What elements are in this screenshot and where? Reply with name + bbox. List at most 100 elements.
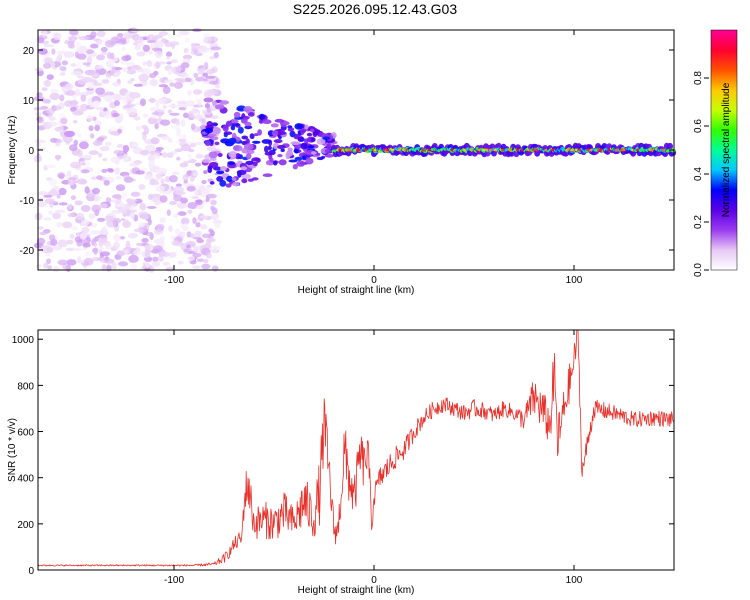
spectrogram-cell <box>191 265 201 269</box>
spectrogram-cell <box>147 218 152 226</box>
spectrogram-cell <box>167 109 173 114</box>
spectrogram-cell <box>96 246 105 251</box>
spectrogram-cell <box>95 87 105 95</box>
spectrogram-cell <box>206 107 211 113</box>
spectrogram-cell <box>230 125 236 131</box>
spectrogram-cell <box>113 234 121 242</box>
spectrogram-cell <box>67 203 73 210</box>
spectrogram-cell <box>186 185 196 192</box>
spectrogram-cell <box>240 166 248 171</box>
spectrogram-cell <box>191 43 197 49</box>
spectrogram-cell <box>283 121 290 126</box>
spectrogram-cell <box>162 86 171 95</box>
spectrogram-cell <box>183 160 190 165</box>
spectrogram-cell <box>103 258 115 264</box>
spectrogram-cell <box>326 143 332 150</box>
spectrogram-cell <box>107 169 114 173</box>
spectrogram-cell <box>244 125 253 130</box>
spectrogram-cell <box>155 185 166 192</box>
spectrogram-cell <box>133 249 142 256</box>
spectrogram-cell <box>292 164 298 170</box>
spectrogram-cell <box>205 241 212 248</box>
spectrogram-cell <box>97 217 106 222</box>
spectrogram-cell <box>301 155 307 161</box>
spectrogram-cell <box>49 92 60 101</box>
spectrogram-cell <box>142 113 149 118</box>
spectrogram-cell <box>115 203 123 208</box>
spectrogram-cell <box>111 199 121 203</box>
spectrogram-cell <box>77 78 88 85</box>
spectrogram-cell <box>148 50 153 55</box>
spectrogram-cell <box>300 128 307 133</box>
spectrogram-cell <box>207 193 218 199</box>
colorbar-tick-label: 0.4 <box>693 167 704 181</box>
spectrogram-cell <box>130 211 135 220</box>
spectrogram-cell <box>89 230 101 235</box>
spectrogram-cell <box>119 37 127 42</box>
spectrogram-cell <box>142 61 147 66</box>
spectrogram-cell <box>199 215 209 219</box>
spectrogram-cell <box>106 52 112 59</box>
spectrogram-cell <box>209 56 215 60</box>
spectrogram-cell <box>280 148 285 152</box>
spectrogram-cell <box>85 49 95 54</box>
spectrogram-cell <box>158 61 166 65</box>
spectrogram-cell <box>160 178 165 184</box>
spectrogram-cell <box>175 33 182 38</box>
spectrogram-cell <box>46 108 55 115</box>
spectrogram-cell <box>170 235 176 240</box>
spectrogram-cell <box>101 168 108 173</box>
spectrogram-cell <box>138 222 145 228</box>
spectrogram-cell <box>133 116 141 121</box>
spectrogram-cell <box>241 135 248 140</box>
spectrogram-cell <box>65 264 71 273</box>
spectrogram-cell <box>192 253 202 258</box>
spectrogram-cell <box>92 187 100 195</box>
spectrogram-cell <box>81 219 90 227</box>
spectrogram-cell <box>177 80 186 83</box>
spectrogram-cell <box>201 119 206 125</box>
spectrogram-ytick-label: -10 <box>20 196 35 207</box>
spectrogram-cell <box>68 177 77 181</box>
spectrogram-cell <box>245 138 250 145</box>
spectrogram-cell <box>80 205 91 212</box>
spectrogram-cell <box>61 221 73 229</box>
spectrogram-cell <box>153 152 161 159</box>
spectrogram-cell <box>70 161 81 169</box>
spectrogram-cell <box>98 240 104 247</box>
spectrogram-cell <box>148 159 156 166</box>
spectrogram-cell <box>294 123 304 130</box>
spectrogram-cell <box>158 84 168 88</box>
spectrogram-cell <box>84 186 90 194</box>
spectrogram-cell <box>104 215 115 222</box>
spectrogram-cell <box>201 263 211 270</box>
spectrogram-cell <box>139 202 147 211</box>
colorbar-tick-label: 0.0 <box>693 263 704 277</box>
spectrogram-cell <box>155 40 164 49</box>
spectrogram-cell <box>111 66 116 74</box>
spectrogram-cell <box>136 51 146 57</box>
spectrogram-cell <box>52 212 61 220</box>
spectrogram-cell <box>213 166 222 171</box>
colorbar: 0.0 0.2 0.4 0.6 0.8 Normalized spectral ampl… <box>693 29 738 277</box>
spectrogram-cell <box>287 125 293 129</box>
spectrogram-cell <box>76 53 87 60</box>
spectrogram-cell <box>164 176 171 183</box>
spectrogram-xtick-label: -100 <box>164 275 184 286</box>
spectrogram-cell <box>214 222 221 229</box>
spectrogram-cell <box>214 141 220 146</box>
spectrogram-cell <box>59 94 65 102</box>
spectrogram-cell <box>41 87 48 91</box>
spectrogram-cell <box>37 226 44 230</box>
spectrogram-cell <box>196 238 204 244</box>
spectrogram-cell <box>88 125 94 132</box>
spectrogram-cell <box>193 112 199 117</box>
spectrogram-cell <box>112 81 121 87</box>
spectrogram-cell <box>90 43 99 49</box>
spectrogram-cell <box>94 124 101 132</box>
spectrogram-cell <box>190 50 200 56</box>
spectrogram-cell <box>104 40 115 48</box>
spectrogram-cell <box>123 219 129 226</box>
spectrogram-cell <box>198 46 209 54</box>
spectrogram-cell <box>126 69 137 75</box>
